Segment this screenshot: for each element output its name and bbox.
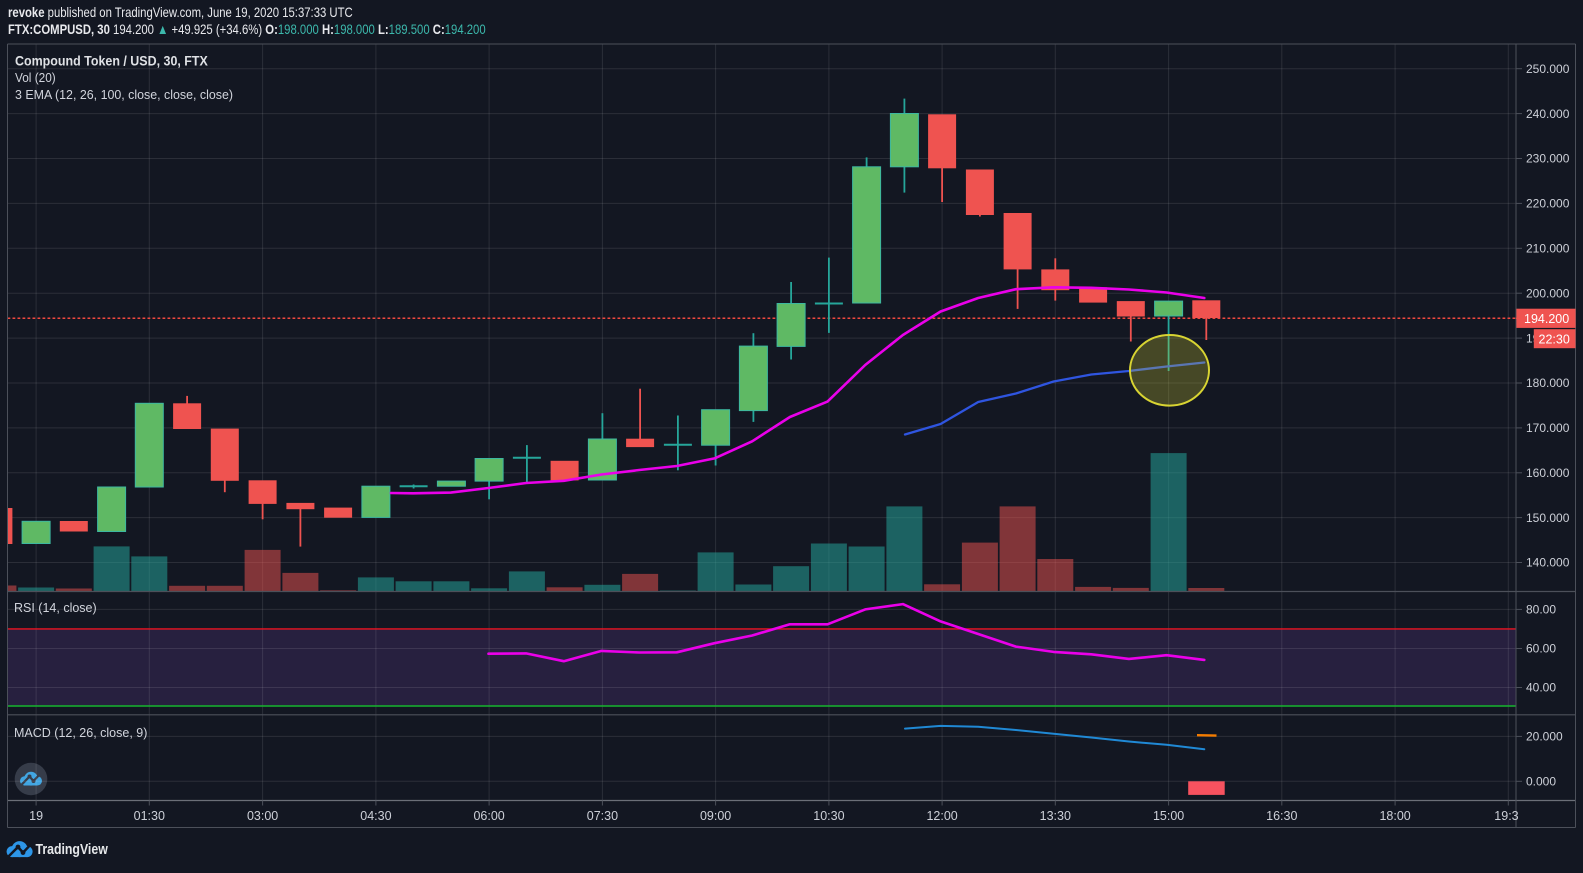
svg-text:03:00: 03:00 <box>247 809 278 823</box>
svg-text:RSI (14, close): RSI (14, close) <box>14 601 97 615</box>
svg-text:01:30: 01:30 <box>134 809 165 823</box>
svg-text:150.000: 150.000 <box>1526 511 1570 525</box>
svg-text:10:30: 10:30 <box>813 809 844 823</box>
svg-text:Compound Token / USD, 30, FTX: Compound Token / USD, 30, FTX <box>15 53 208 69</box>
svg-text:250.000: 250.000 <box>1526 62 1570 76</box>
svg-text:0.000: 0.000 <box>1526 775 1556 789</box>
svg-text:170.000: 170.000 <box>1526 421 1570 435</box>
svg-text:revoke published on TradingVie: revoke published on TradingView.com, Jun… <box>8 4 353 20</box>
svg-text:09:00: 09:00 <box>700 809 731 823</box>
svg-text:160.000: 160.000 <box>1526 466 1570 480</box>
svg-text:19:3: 19:3 <box>1494 809 1518 823</box>
svg-text:12:00: 12:00 <box>926 809 957 823</box>
svg-text:240.000: 240.000 <box>1526 107 1570 121</box>
svg-text:TradingView: TradingView <box>36 841 109 857</box>
svg-text:200.000: 200.000 <box>1526 286 1570 300</box>
svg-text:07:30: 07:30 <box>587 809 618 823</box>
svg-text:180.000: 180.000 <box>1526 376 1570 390</box>
svg-text:80.00: 80.00 <box>1526 603 1556 617</box>
svg-text:220.000: 220.000 <box>1526 197 1570 211</box>
svg-text:06:00: 06:00 <box>473 809 504 823</box>
svg-text:13:30: 13:30 <box>1040 809 1071 823</box>
svg-text:MACD (12, 26, close, 9): MACD (12, 26, close, 9) <box>14 726 147 740</box>
svg-text:194.200: 194.200 <box>1524 312 1569 326</box>
svg-text:40.00: 40.00 <box>1526 681 1556 695</box>
svg-text:20.000: 20.000 <box>1526 730 1563 744</box>
svg-text:Vol (20): Vol (20) <box>15 70 56 85</box>
svg-text:16:30: 16:30 <box>1266 809 1297 823</box>
svg-text:15:00: 15:00 <box>1153 809 1184 823</box>
svg-text:60.00: 60.00 <box>1526 642 1556 656</box>
svg-text:230.000: 230.000 <box>1526 152 1570 166</box>
svg-text:210.000: 210.000 <box>1526 242 1570 256</box>
svg-text:22:30: 22:30 <box>1539 332 1570 346</box>
svg-text:140.000: 140.000 <box>1526 556 1570 570</box>
svg-text:18:00: 18:00 <box>1379 809 1410 823</box>
svg-text:3 EMA (12, 26, 100, close, clo: 3 EMA (12, 26, 100, close, close, close) <box>15 87 233 102</box>
svg-text:04:30: 04:30 <box>360 809 391 823</box>
svg-text:FTX:COMPUSD, 30 194.200 ▲ +49.: FTX:COMPUSD, 30 194.200 ▲ +49.925 (+34.6… <box>8 21 486 37</box>
svg-text:19: 19 <box>29 809 43 823</box>
